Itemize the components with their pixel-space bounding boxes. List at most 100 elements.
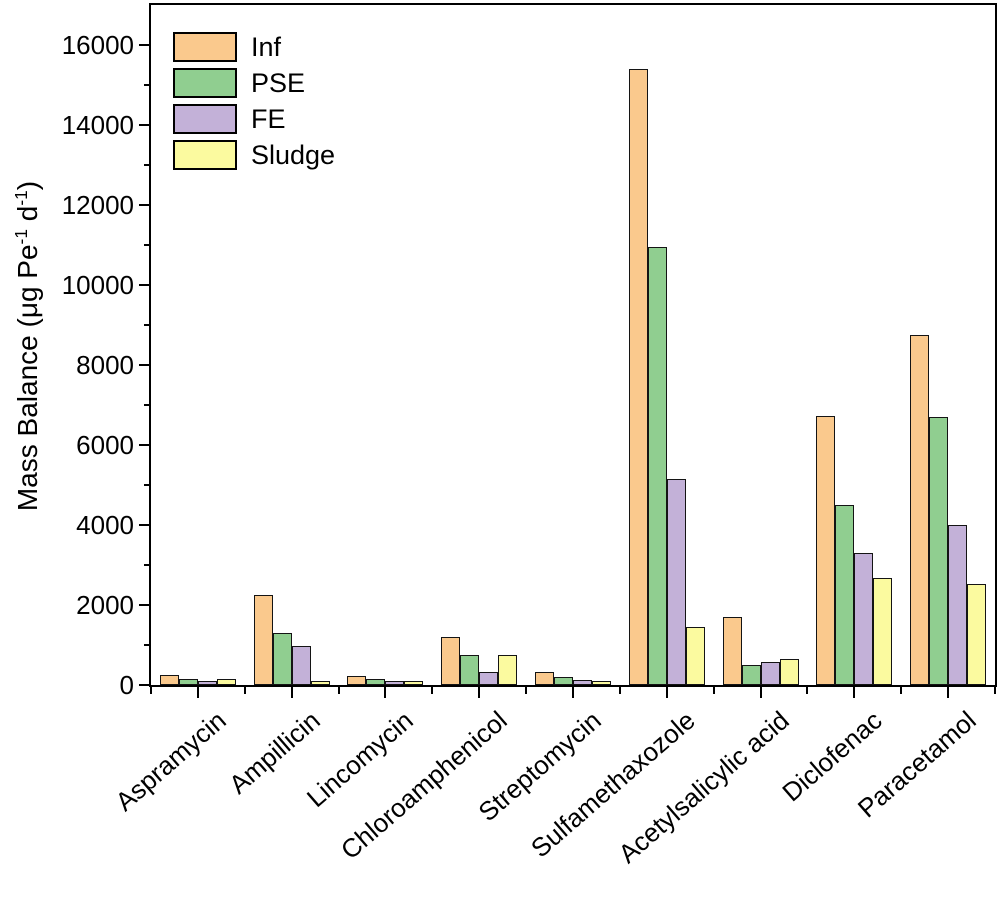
bar-sludge-acetylsalicylic-acid — [779, 659, 799, 685]
y-major-tick-12000 — [139, 204, 150, 206]
legend-label-fe: FE — [251, 104, 286, 134]
bar-fe-aspramycin — [197, 680, 217, 685]
x-major-tick-0 — [196, 687, 199, 698]
bar-inf-streptomycin — [535, 672, 554, 685]
bar-sludge-ampillicin — [310, 680, 330, 685]
y-major-tick-10000 — [139, 284, 150, 286]
y-minor-tick-13000 — [144, 164, 150, 166]
bar-inf-lincomycin — [347, 676, 367, 685]
x-major-tick-8 — [947, 687, 950, 698]
bar-inf-ampillicin — [253, 595, 273, 685]
x-major-tick-3 — [478, 687, 481, 698]
x-minor-tick-1 — [243, 687, 246, 694]
y-minor-tick-11000 — [144, 244, 150, 246]
bar-fe-paracetamol — [948, 525, 968, 685]
y-tick-label-4000: 4000 — [76, 510, 134, 540]
legend-swatch-inf — [173, 32, 237, 62]
plot-area — [149, 3, 997, 687]
bar-sludge-sulfamethaxozole — [685, 627, 705, 685]
x-minor-tick-8 — [900, 687, 903, 694]
y-tick-label-2000: 2000 — [76, 590, 134, 620]
y-major-tick-8000 — [139, 364, 150, 366]
bar-pse-lincomycin — [366, 678, 386, 685]
y-major-tick-16000 — [139, 44, 150, 46]
y-tick-label-6000: 6000 — [76, 430, 134, 460]
x-category-label-acetylsalicylic-acid: Acetylsalicylic acid — [612, 705, 795, 869]
y-major-tick-0 — [139, 684, 150, 686]
legend-item-inf: Inf — [173, 29, 335, 65]
x-category-label-aspramycin: Aspramycin — [109, 705, 232, 817]
x-minor-tick-2 — [337, 687, 340, 694]
bar-fe-chloroamphenicol — [479, 671, 499, 685]
x-major-tick-1 — [290, 687, 293, 698]
bar-pse-paracetamol — [929, 416, 949, 685]
legend-swatch-sludge — [173, 140, 237, 170]
bar-inf-sulfamethaxozole — [628, 69, 648, 685]
legend-swatch-fe — [173, 104, 237, 134]
y-axis-title: Mass Balance (μg Pe-1 d-1) — [8, 6, 48, 686]
bar-fe-lincomycin — [385, 680, 405, 685]
bar-sludge-paracetamol — [967, 584, 987, 685]
x-minor-tick-5 — [618, 687, 621, 694]
legend-label-sludge: Sludge — [251, 140, 336, 170]
x-minor-tick-0 — [150, 687, 152, 694]
bar-fe-streptomycin — [573, 679, 592, 685]
y-tick-label-8000: 8000 — [76, 350, 134, 380]
bar-sludge-aspramycin — [216, 679, 236, 685]
bar-inf-paracetamol — [910, 335, 930, 685]
y-minor-tick-1000 — [144, 644, 150, 646]
bar-fe-acetylsalicylic-acid — [760, 661, 780, 685]
bar-pse-streptomycin — [554, 677, 573, 685]
bar-sludge-streptomycin — [592, 681, 611, 685]
bar-pse-acetylsalicylic-acid — [741, 664, 761, 685]
legend: Inf PSE FE Sludge — [173, 29, 335, 173]
x-category-label-chloroamphenicol: Chloroamphenicol — [335, 705, 513, 866]
x-minor-tick-6 — [712, 687, 715, 694]
x-minor-tick-9 — [994, 687, 996, 694]
y-major-tick-6000 — [139, 444, 150, 446]
y-axis-title-superscript: -1 — [11, 229, 32, 245]
y-minor-tick-5000 — [144, 484, 150, 486]
y-tick-label-0: 0 — [119, 670, 134, 700]
bar-pse-ampillicin — [272, 633, 292, 685]
bar-inf-aspramycin — [159, 675, 179, 685]
x-minor-tick-7 — [806, 687, 809, 694]
legend-label-pse: PSE — [251, 68, 306, 98]
y-minor-tick-7000 — [144, 404, 150, 406]
x-minor-tick-3 — [431, 687, 434, 694]
bar-fe-diclofenac — [854, 552, 874, 685]
bar-pse-chloroamphenicol — [460, 654, 480, 685]
bar-pse-sulfamethaxozole — [647, 247, 667, 685]
y-tick-label-10000: 10000 — [61, 270, 134, 300]
bar-inf-acetylsalicylic-acid — [722, 616, 742, 685]
legend-item-fe: FE — [173, 101, 335, 137]
y-major-tick-2000 — [139, 604, 150, 606]
x-category-label-sulfamethaxozole: Sulfamethaxozole — [524, 705, 701, 864]
legend-swatch-pse — [173, 68, 237, 98]
x-major-tick-4 — [572, 687, 574, 698]
bar-pse-aspramycin — [178, 678, 198, 685]
legend-item-sludge: Sludge — [173, 137, 335, 173]
x-major-tick-5 — [665, 687, 668, 698]
bar-sludge-lincomycin — [404, 681, 424, 685]
y-tick-label-16000: 16000 — [61, 30, 134, 60]
bar-pse-diclofenac — [835, 505, 855, 685]
bar-inf-diclofenac — [816, 415, 836, 685]
bar-sludge-diclofenac — [873, 577, 893, 685]
y-tick-label-14000: 14000 — [61, 110, 134, 140]
y-minor-tick-15000 — [144, 84, 150, 86]
x-major-tick-6 — [759, 687, 762, 698]
y-minor-tick-3000 — [144, 564, 150, 566]
y-major-tick-4000 — [139, 524, 150, 526]
y-major-tick-14000 — [139, 124, 150, 126]
x-minor-tick-4 — [525, 687, 528, 694]
legend-label-inf: Inf — [251, 32, 282, 62]
x-major-tick-2 — [384, 687, 387, 698]
x-major-tick-7 — [853, 687, 856, 698]
bar-inf-chloroamphenicol — [441, 637, 461, 685]
y-minor-tick-9000 — [144, 324, 150, 326]
y-tick-label-12000: 12000 — [61, 190, 134, 220]
bar-fe-ampillicin — [291, 645, 311, 685]
bar-sludge-chloroamphenicol — [498, 655, 518, 685]
